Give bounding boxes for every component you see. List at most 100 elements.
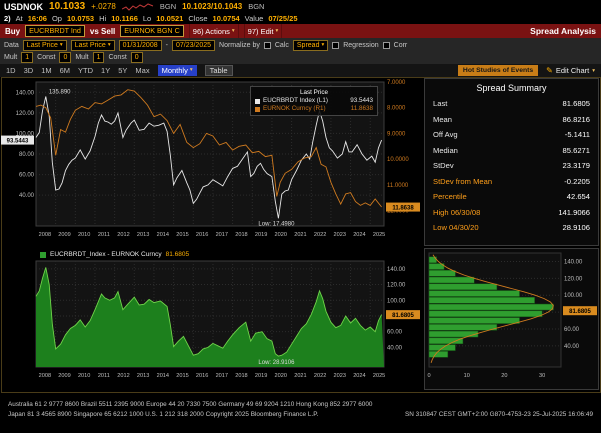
chevron-down-icon: ▾ <box>275 28 279 34</box>
pencil-icon: ✎ <box>546 66 553 75</box>
spread-summary-panel: Spread Summary Last 81.6805 Mean 86.8216 Off… <box>424 78 599 246</box>
security2-field[interactable]: EURNOK BGN C <box>120 25 184 37</box>
svg-text:2025: 2025 <box>373 373 385 379</box>
mult2-input[interactable]: 1 <box>92 51 105 63</box>
svg-text:140.00: 140.00 <box>564 259 583 265</box>
value-date: 07/25/25 <box>268 14 298 23</box>
period-tab-1m[interactable]: 1M <box>41 66 52 75</box>
data-label: Data <box>4 41 19 49</box>
period-tab-6m[interactable]: 6M <box>59 66 71 75</box>
period-tab-1d[interactable]: 1D <box>6 66 16 75</box>
date-to-input[interactable]: 07/23/2025 <box>171 39 216 51</box>
svg-text:2016: 2016 <box>196 373 208 379</box>
summary-row: StDev 23.3179 <box>433 161 590 171</box>
chevron-down-icon: ▾ <box>321 41 325 48</box>
period-tab-max[interactable]: Max <box>135 66 150 75</box>
edit-chart-button[interactable]: ✎ Edit Chart ▾ <box>546 66 595 75</box>
series-swatch-icon <box>255 98 260 104</box>
svg-text:10: 10 <box>464 373 470 379</box>
histogram-bar <box>428 337 464 345</box>
studies-of-events-button[interactable]: Hot Studies of Events <box>457 65 539 76</box>
security1-field[interactable]: EUCRBRDT Ind <box>25 25 85 37</box>
period-tab-3d[interactable]: 3D <box>23 66 34 75</box>
const1-input[interactable]: 0 <box>59 51 72 63</box>
svg-text:140.00: 140.00 <box>16 90 35 96</box>
svg-text:2022: 2022 <box>314 373 326 379</box>
spread-summary-title: Spread Summary <box>476 83 547 93</box>
svg-text:30: 30 <box>539 373 545 379</box>
period-value: Monthly <box>161 66 188 75</box>
svg-text:60.00: 60.00 <box>387 330 403 336</box>
edit-chart-label: Edit Chart <box>555 66 590 75</box>
legend-title: Last Price <box>300 89 328 96</box>
close-label: Close <box>188 14 208 23</box>
calc-value: Spread <box>296 41 320 49</box>
screen-title: Spread Analysis <box>530 26 596 36</box>
quote-header: USDNOK 10.1033 +.0278 BGN 10.1023/10.104… <box>0 0 601 13</box>
svg-text:2010: 2010 <box>78 232 90 238</box>
svg-text:20: 20 <box>501 373 507 379</box>
date-separator: - <box>165 41 168 49</box>
svg-text:100.00: 100.00 <box>564 293 583 299</box>
histogram-bar <box>428 324 498 331</box>
sparkline-icon <box>121 2 154 11</box>
histogram-bar <box>428 351 449 358</box>
footer-phones-line2: Japan 81 3 4565 8900 Singapore 65 6212 1… <box>8 411 318 419</box>
histogram-bar <box>428 303 554 311</box>
spread-histogram[interactable]: 140.00120.00100.0080.0060.0040.0081.6805… <box>425 249 598 389</box>
quote-source: BGN <box>159 2 177 11</box>
svg-text:2008: 2008 <box>39 373 51 379</box>
low-value: 10.0521 <box>156 14 184 23</box>
footer-copyright: Copyright 2025 Bloomberg Finance L.P. <box>205 411 319 418</box>
actions-menu-button[interactable]: 96) Actions ▾ <box>188 24 239 38</box>
spread-area-chart[interactable]: 140.00120.00100.0080.0060.0040.0081.6805… <box>0 248 422 390</box>
summary-row: High 06/30/08 141.9066 <box>433 207 590 217</box>
svg-text:81.6805: 81.6805 <box>569 309 591 315</box>
field2-dropdown[interactable]: Last Price ▾ <box>70 39 115 51</box>
line-number: 2) <box>4 14 11 23</box>
field1-dropdown[interactable]: Last Price ▾ <box>22 39 67 51</box>
svg-text:2018: 2018 <box>235 373 247 379</box>
svg-text:2019: 2019 <box>255 232 267 238</box>
calc-dropdown[interactable]: Spread ▾ <box>292 39 329 51</box>
mult1-input[interactable]: 1 <box>21 51 34 63</box>
svg-text:120.00: 120.00 <box>16 111 35 117</box>
summary-row: Mean 86.8216 <box>433 114 590 124</box>
histogram-bar <box>428 283 498 291</box>
edit-menu-button[interactable]: 97) Edit ▾ <box>243 24 283 38</box>
period-tab-ytd[interactable]: YTD <box>78 66 94 75</box>
spread-chart-legend: EUCRBRDT_Index - EURNOK Curncy 81.6805 <box>40 251 189 258</box>
histogram-bar <box>428 276 475 284</box>
regression-checkbox[interactable] <box>332 41 340 49</box>
quote-time: 16:06 <box>27 14 47 23</box>
toolbar-row-2: Mult 1 Const 0 Mult 1 Const 0 <box>4 51 597 63</box>
chevron-down-icon: ▾ <box>592 67 595 74</box>
const2-input[interactable]: 0 <box>130 51 143 63</box>
period-tab-1y[interactable]: 1Y <box>101 66 111 75</box>
mult2-label: Mult <box>75 53 89 61</box>
svg-text:2025: 2025 <box>373 232 385 238</box>
chart-toolbar: Data Last Price ▾ Last Price ▾ 01/31/200… <box>0 38 601 64</box>
svg-text:2011: 2011 <box>98 373 110 379</box>
date-from-input[interactable]: 01/31/2008 <box>118 39 162 51</box>
table-button[interactable]: Table <box>204 65 233 76</box>
open-value: 10.0753 <box>66 14 95 23</box>
svg-text:2024: 2024 <box>353 232 365 238</box>
chevron-down-icon: ▾ <box>107 41 111 48</box>
svg-text:2015: 2015 <box>176 232 188 238</box>
svg-text:2009: 2009 <box>58 373 70 379</box>
svg-text:2017: 2017 <box>216 232 228 238</box>
actions-label: 96) Actions <box>192 26 230 36</box>
chevron-down-icon: ▾ <box>231 28 235 34</box>
bid-ask: 10.1023/10.1043 <box>182 2 243 11</box>
svg-text:2010: 2010 <box>78 373 90 379</box>
series-line-r1 <box>35 89 382 208</box>
svg-text:120.00: 120.00 <box>387 283 406 289</box>
corr-checkbox[interactable] <box>382 41 390 49</box>
svg-text:Low: 28.9106: Low: 28.9106 <box>258 360 295 366</box>
price-spread-chart[interactable]: 140.00 120.00 100.00 80.00 60.00 40.00 7.0000 8… <box>0 78 422 246</box>
svg-text:2018: 2018 <box>235 232 247 238</box>
period-dropdown[interactable]: Monthly ▾ <box>157 65 197 76</box>
normalize-checkbox[interactable] <box>263 41 271 49</box>
period-tab-5y[interactable]: 5Y <box>118 66 128 75</box>
